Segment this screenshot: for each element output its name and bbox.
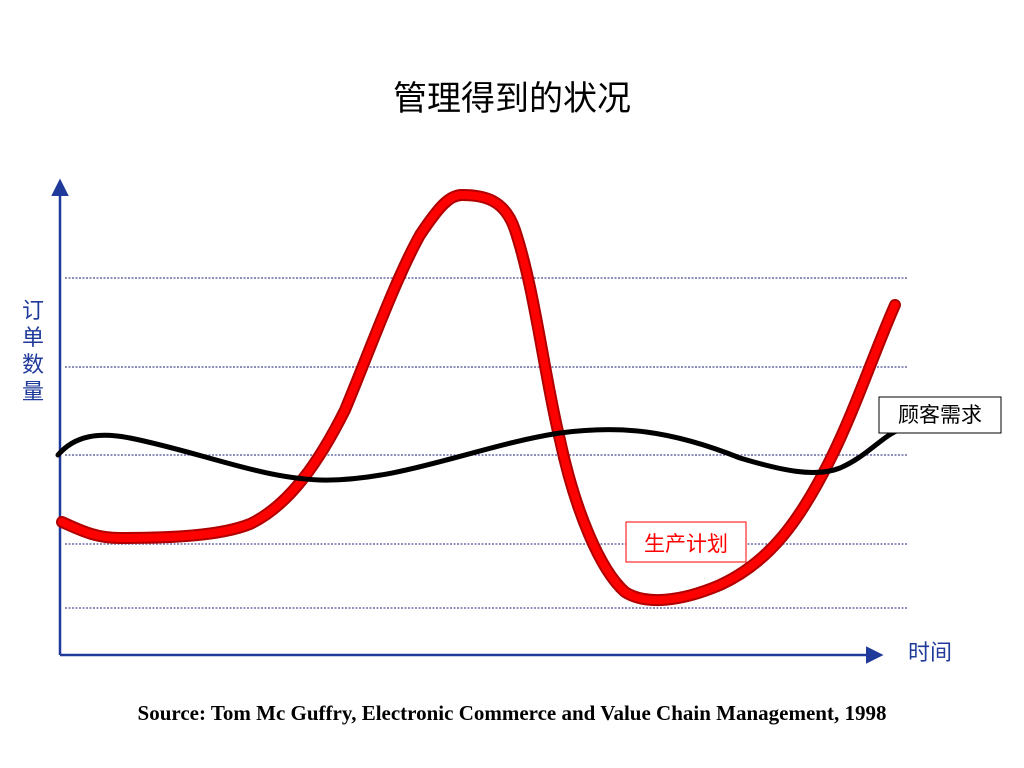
production-label-box (625, 521, 747, 563)
production-curve (58, 190, 899, 604)
guide-lines (65, 277, 907, 609)
title: 管理得到的状况 (393, 79, 631, 119)
production-label: 生产计划 (644, 532, 728, 556)
y-axis-label: 订单数量 (21, 299, 44, 405)
demand-label: 顾客需求 (898, 403, 982, 427)
demand-curve (55, 425, 908, 483)
demand-label-box (878, 396, 1002, 434)
source: Source: Tom Mc Guffry, Electronic Commer… (138, 701, 887, 725)
x-axis-label: 时间 (908, 641, 952, 666)
